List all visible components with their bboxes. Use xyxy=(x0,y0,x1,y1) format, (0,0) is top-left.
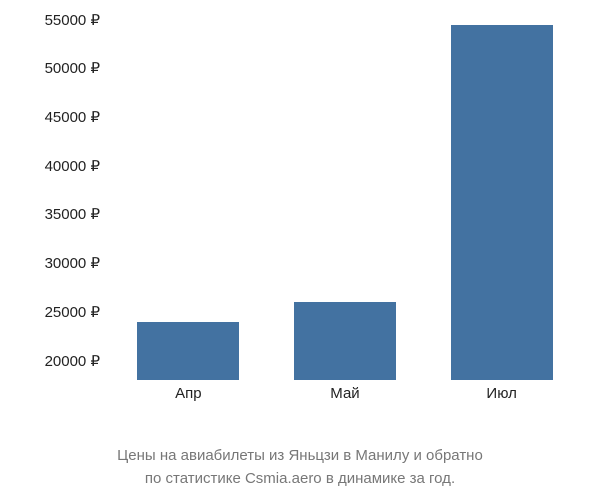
y-tick-label: 55000 ₽ xyxy=(0,11,100,29)
bar xyxy=(451,25,553,380)
x-tick-label: Июл xyxy=(486,385,516,402)
price-chart: 20000 ₽ 25000 ₽ 30000 ₽ 35000 ₽ 40000 ₽ 45000… xyxy=(0,0,600,440)
caption-line-1: Цены на авиабилеты из Яньцзи в Манилу и … xyxy=(117,447,483,464)
y-tick-label: 45000 ₽ xyxy=(0,108,100,126)
chart-caption: Цены на авиабилеты из Яньцзи в Манилу и … xyxy=(0,445,600,490)
bar xyxy=(294,302,396,380)
y-tick-label: 30000 ₽ xyxy=(0,254,100,272)
plot-area xyxy=(110,10,580,380)
y-tick-label: 20000 ₽ xyxy=(0,352,100,370)
x-tick-label: Апр xyxy=(175,385,201,402)
y-tick-label: 25000 ₽ xyxy=(0,303,100,321)
caption-line-2: по статистике Csmia.aero в динамике за г… xyxy=(145,470,455,487)
bar xyxy=(137,322,239,380)
y-axis: 20000 ₽ 25000 ₽ 30000 ₽ 35000 ₽ 40000 ₽ 45000… xyxy=(0,10,105,380)
x-tick-label: Май xyxy=(330,385,359,402)
x-axis: Апр Май Июл xyxy=(110,385,580,410)
y-tick-label: 40000 ₽ xyxy=(0,157,100,175)
y-tick-label: 50000 ₽ xyxy=(0,59,100,77)
y-tick-label: 35000 ₽ xyxy=(0,205,100,223)
